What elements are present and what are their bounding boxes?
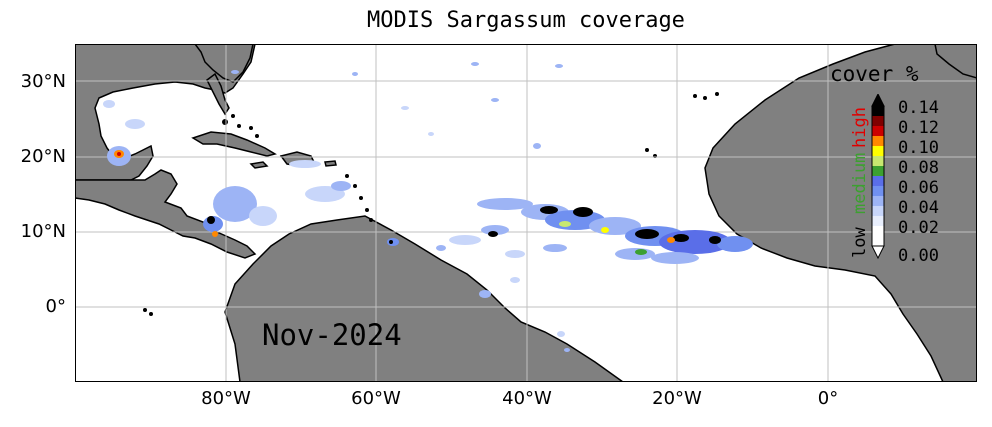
y-tick-label: 10°N [20,221,66,242]
y-tick-label: 20°N [20,146,66,167]
land-central-america [75,169,257,259]
colorbar-title: cover % [830,62,919,86]
colorbar-tick: 0.12 [898,118,939,138]
x-tick-label: 60°W [351,388,401,409]
colorbar-high-label: high [850,107,870,148]
land-florida-peninsula [206,72,230,116]
sargassum-patches [103,62,753,352]
map-plot [75,44,977,382]
land-africa [704,44,977,382]
map-title: MODIS Sargassum coverage [367,8,685,33]
land-masses [75,44,977,382]
month-label: Nov-2024 [262,318,402,352]
x-tick-label: 40°W [502,388,552,409]
x-tick-label: 0° [817,388,839,409]
land-iberia [934,44,977,79]
colorbar-low-label: low [850,227,870,258]
colorbar-tick: 0.02 [898,218,939,238]
colorbar-medium-label: medium [850,152,870,214]
colorbar [871,94,885,260]
islands [143,92,719,316]
colorbar-tick: 0.00 [898,246,939,266]
land-puerto-rico [324,160,337,167]
x-tick-label: 80°W [201,388,251,409]
y-tick-label: 0° [45,296,66,317]
colorbar-tick: 0.14 [898,98,939,118]
colorbar-tick: 0.06 [898,178,939,198]
colorbar-tick: 0.08 [898,158,939,178]
land-jamaica [249,161,269,169]
colorbar-tick: 0.04 [898,198,939,218]
colorbar-tick: 0.10 [898,138,939,158]
y-tick-label: 30°N [20,71,66,92]
land-cuba [191,131,277,157]
graticule [75,44,977,382]
x-tick-label: 20°W [652,388,702,409]
land-south-america [224,215,625,382]
